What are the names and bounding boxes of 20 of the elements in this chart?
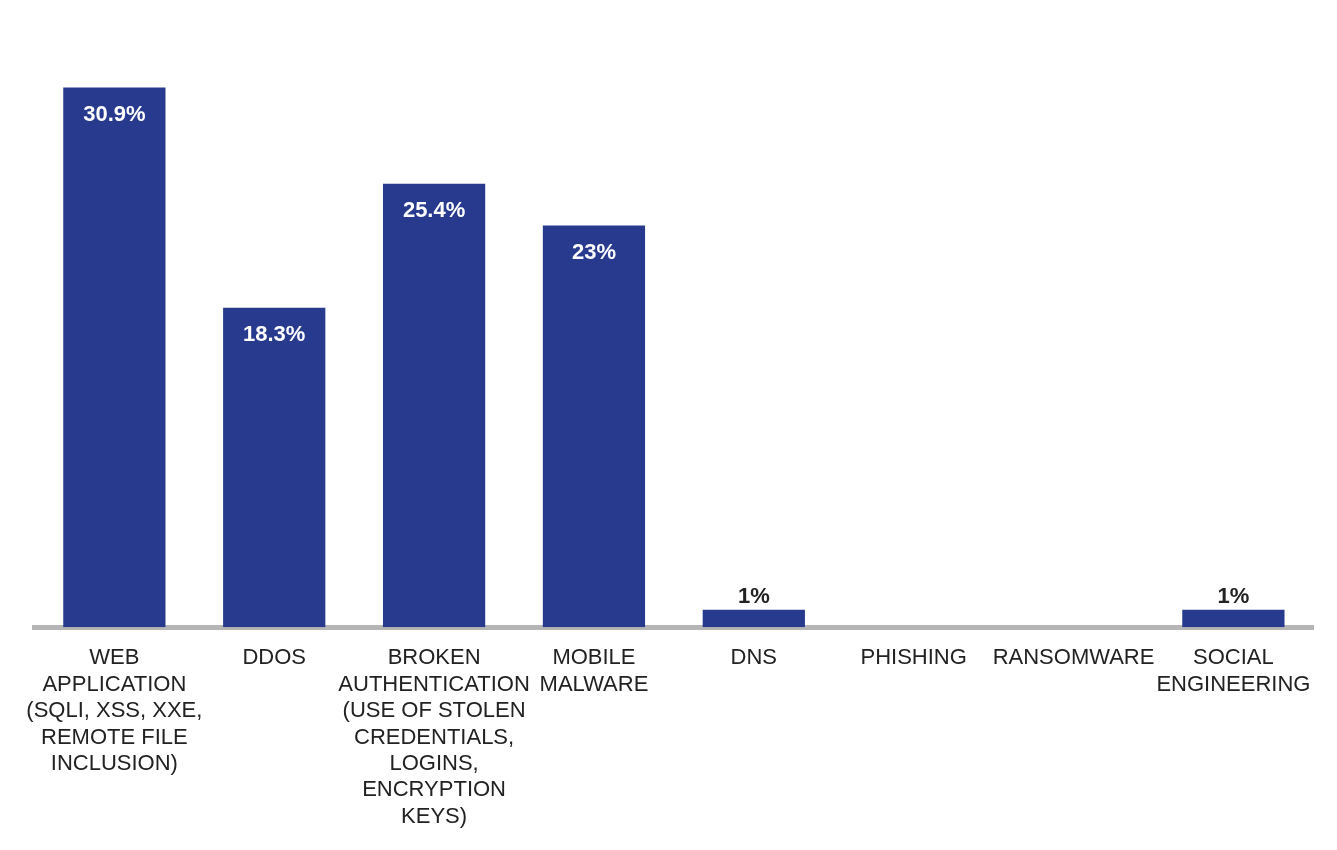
x-tick-label: WEB APPLICATION (SQLI, XSS, XXE, REMOTE FILE INCLUSION) <box>26 644 203 776</box>
x-tick-label: MOBILE MALWARE <box>539 644 649 696</box>
data-label: 18.3% <box>243 320 306 346</box>
data-label: 1% <box>737 582 770 608</box>
data-label: 30.9% <box>83 100 146 126</box>
bar <box>1182 609 1285 628</box>
bar <box>542 225 646 628</box>
bar <box>702 609 805 628</box>
data-label: 23% <box>571 238 616 264</box>
x-tick-label: RANSOMWARE <box>992 644 1155 670</box>
data-label: 25.4% <box>402 196 466 222</box>
x-tick-label: PHISHING <box>860 644 967 670</box>
x-tick-label: DNS <box>730 644 778 670</box>
x-tick-label: SOCIAL ENGINEERING <box>1156 644 1311 696</box>
bar <box>223 307 326 628</box>
bar <box>382 183 486 628</box>
data-label: 1% <box>1217 582 1250 608</box>
x-tick-label: BROKEN AUTHENTICATION (USE OF STOLEN CREDENTIALS, LOGINS, ENCRYPTION KEYS) <box>338 644 530 828</box>
bar <box>63 87 166 628</box>
x-tick-label: DDOS <box>242 644 307 670</box>
